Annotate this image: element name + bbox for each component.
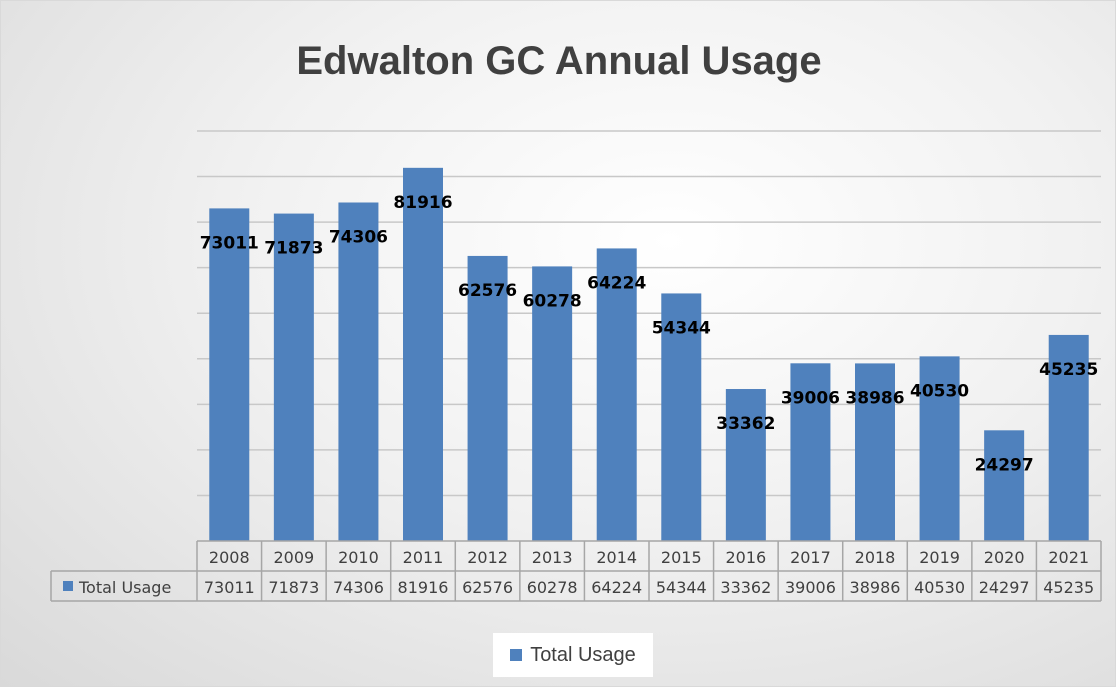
table-series-name: Total Usage (78, 578, 171, 597)
tick-label-2016: 2016 (725, 548, 766, 567)
bar-2021 (1048, 334, 1089, 541)
table-value-2013: 60278 (527, 578, 578, 597)
tick-label-2011: 2011 (403, 548, 444, 567)
table-value-2020: 24297 (979, 578, 1030, 597)
table-value-2018: 38986 (850, 578, 901, 597)
tick-label-2009: 2009 (273, 548, 314, 567)
bar-2016 (725, 389, 766, 541)
bar-2008 (209, 208, 250, 541)
bar-2011 (403, 167, 443, 541)
data-label-2011: 81916 (393, 193, 452, 213)
bar-2010 (338, 202, 379, 542)
table-value-2021: 45235 (1043, 578, 1094, 597)
table-value-2017: 39006 (785, 578, 836, 597)
bar-2012 (467, 255, 508, 541)
table-value-2015: 54344 (656, 578, 707, 597)
data-label-2012: 62576 (458, 281, 517, 301)
bars (209, 167, 1089, 542)
bar-2013 (532, 266, 573, 541)
table-value-2010: 74306 (333, 578, 384, 597)
data-label-2013: 60278 (523, 291, 582, 311)
bar-2014 (596, 248, 637, 541)
bar-2019 (919, 356, 960, 541)
table-value-2008: 73011 (204, 578, 255, 597)
data-label-2019: 40530 (910, 381, 969, 401)
data-label-2016: 33362 (716, 414, 775, 434)
data-label-2015: 54344 (652, 318, 711, 338)
legend-key (510, 649, 523, 661)
tick-label-2013: 2013 (532, 548, 573, 567)
data-label-2008: 73011 (200, 233, 259, 253)
bar-2020 (984, 430, 1025, 541)
table-value-2019: 40530 (914, 578, 965, 597)
data-table: 2008 2009 2010 2011 2012 2013 2014 2015 2016 2017… (50, 540, 1102, 602)
data-label-2017: 39006 (781, 388, 840, 408)
tick-label-2019: 2019 (919, 548, 960, 567)
data-label-2010: 74306 (329, 227, 388, 247)
table-value-2011: 81916 (398, 578, 449, 597)
data-label-2014: 64224 (587, 273, 646, 293)
tick-label-2018: 2018 (855, 548, 896, 567)
data-label-2009: 71873 (264, 239, 323, 259)
table-legend-key (63, 581, 73, 591)
table-value-2014: 64224 (591, 578, 642, 597)
legend: Total Usage (493, 633, 653, 677)
tick-label-2015: 2015 (661, 548, 702, 567)
chart-title: Edwalton GC Annual Usage (296, 39, 822, 83)
legend-label: Total Usage (530, 643, 636, 666)
data-label-2018: 38986 (845, 388, 904, 408)
data-label-2021: 45235 (1039, 360, 1098, 380)
tick-label-2008: 2008 (209, 548, 250, 567)
bar-2009 (273, 213, 314, 541)
tick-label-2021: 2021 (1048, 548, 1089, 567)
bar-2018 (855, 363, 895, 541)
tick-label-2017: 2017 (790, 548, 831, 567)
data-label-2020: 24297 (975, 455, 1034, 475)
tick-label-2014: 2014 (596, 548, 637, 567)
gridlines (197, 130, 1101, 497)
table-value-2009: 71873 (268, 578, 319, 597)
tick-label-2020: 2020 (984, 548, 1025, 567)
bar-2017 (790, 363, 831, 541)
table-value-2016: 33362 (720, 578, 771, 597)
tick-label-2010: 2010 (338, 548, 379, 567)
table-value-2012: 62576 (462, 578, 513, 597)
tick-label-2012: 2012 (467, 548, 508, 567)
bar-2015 (661, 293, 702, 541)
